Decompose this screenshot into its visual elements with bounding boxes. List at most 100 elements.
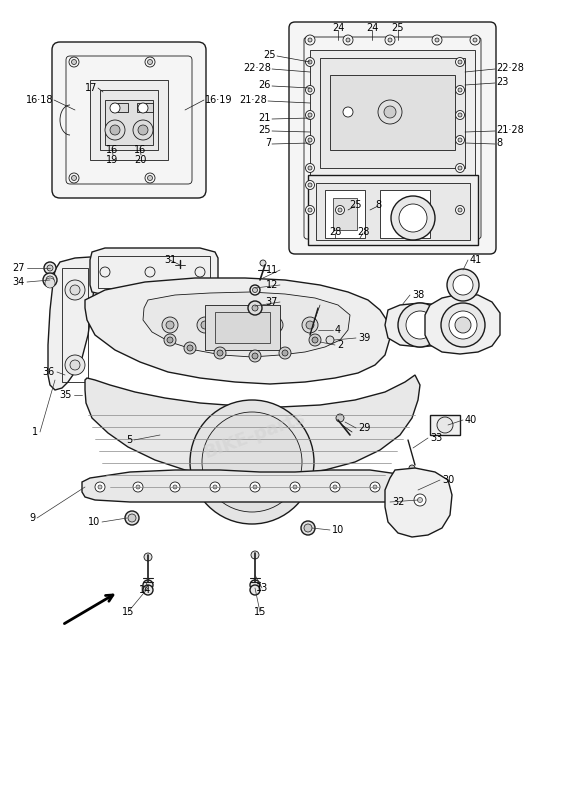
Circle shape <box>418 498 423 502</box>
Circle shape <box>202 412 302 512</box>
Circle shape <box>306 86 315 94</box>
Circle shape <box>308 38 312 42</box>
Polygon shape <box>330 75 455 150</box>
Circle shape <box>409 465 415 471</box>
Circle shape <box>144 553 152 561</box>
Text: 27: 27 <box>12 263 25 273</box>
Circle shape <box>437 417 453 433</box>
Text: 24: 24 <box>366 23 378 33</box>
Circle shape <box>210 482 220 492</box>
Circle shape <box>250 285 260 295</box>
Polygon shape <box>85 278 390 384</box>
Circle shape <box>173 485 177 489</box>
Circle shape <box>308 138 312 142</box>
Circle shape <box>164 334 176 346</box>
Polygon shape <box>90 80 168 160</box>
Polygon shape <box>100 90 158 150</box>
Circle shape <box>458 166 462 170</box>
Circle shape <box>252 353 258 359</box>
Circle shape <box>46 276 54 284</box>
Polygon shape <box>385 303 455 347</box>
Polygon shape <box>137 103 153 112</box>
Circle shape <box>282 350 288 356</box>
FancyBboxPatch shape <box>52 42 206 198</box>
Circle shape <box>346 38 350 42</box>
Circle shape <box>143 580 153 590</box>
Circle shape <box>306 321 314 329</box>
Circle shape <box>473 38 477 42</box>
Text: 21·28: 21·28 <box>496 125 524 135</box>
Text: 9: 9 <box>29 513 35 523</box>
Text: 21·28: 21·28 <box>239 95 267 105</box>
Text: 32: 32 <box>392 497 405 507</box>
Circle shape <box>190 400 314 524</box>
Text: 16·19: 16·19 <box>205 95 233 105</box>
Text: 37: 37 <box>266 297 278 307</box>
Circle shape <box>388 38 392 42</box>
Circle shape <box>308 208 312 212</box>
Polygon shape <box>112 103 128 112</box>
Circle shape <box>304 524 312 532</box>
Circle shape <box>95 482 105 492</box>
Circle shape <box>136 485 140 489</box>
Text: 8: 8 <box>496 138 502 148</box>
Circle shape <box>252 305 258 311</box>
Text: 33: 33 <box>430 433 442 443</box>
Circle shape <box>253 287 258 293</box>
Polygon shape <box>85 375 420 478</box>
Text: 22·28: 22·28 <box>496 63 524 73</box>
Polygon shape <box>316 183 470 240</box>
Circle shape <box>72 175 76 181</box>
Circle shape <box>373 485 377 489</box>
Circle shape <box>455 206 464 214</box>
Circle shape <box>308 88 312 92</box>
Circle shape <box>312 337 318 343</box>
Circle shape <box>69 57 79 67</box>
Circle shape <box>458 60 462 64</box>
Text: 41: 41 <box>470 255 483 265</box>
Text: 14: 14 <box>139 585 151 595</box>
Circle shape <box>330 482 340 492</box>
Circle shape <box>167 337 173 343</box>
Circle shape <box>45 278 55 288</box>
Text: 25: 25 <box>263 50 276 60</box>
Text: 11: 11 <box>266 265 278 275</box>
Text: 2: 2 <box>337 340 344 350</box>
Circle shape <box>447 269 479 301</box>
Polygon shape <box>333 198 357 230</box>
Circle shape <box>336 414 344 422</box>
Text: 29: 29 <box>358 423 371 433</box>
Text: 25: 25 <box>392 23 404 33</box>
Circle shape <box>162 317 178 333</box>
Circle shape <box>260 260 266 266</box>
Circle shape <box>399 204 427 232</box>
Circle shape <box>455 58 464 66</box>
Circle shape <box>47 265 53 271</box>
Circle shape <box>138 103 148 113</box>
Polygon shape <box>308 175 478 245</box>
Circle shape <box>455 135 464 145</box>
Circle shape <box>250 585 260 595</box>
Circle shape <box>455 163 464 173</box>
Circle shape <box>301 521 315 535</box>
Circle shape <box>232 317 248 333</box>
Circle shape <box>309 334 321 346</box>
Circle shape <box>338 208 342 212</box>
Circle shape <box>217 350 223 356</box>
Polygon shape <box>430 415 460 435</box>
Text: 25: 25 <box>259 125 271 135</box>
Text: 38: 38 <box>412 290 424 300</box>
Circle shape <box>306 58 315 66</box>
Text: 21: 21 <box>259 113 271 123</box>
Circle shape <box>72 59 76 65</box>
Circle shape <box>458 113 462 117</box>
Circle shape <box>187 345 193 351</box>
Text: 28: 28 <box>329 227 341 237</box>
Circle shape <box>65 280 85 300</box>
Polygon shape <box>105 100 153 145</box>
Circle shape <box>391 196 435 240</box>
Polygon shape <box>215 312 270 343</box>
Text: 16·18: 16·18 <box>25 95 53 105</box>
Circle shape <box>279 347 291 359</box>
Circle shape <box>170 482 180 492</box>
